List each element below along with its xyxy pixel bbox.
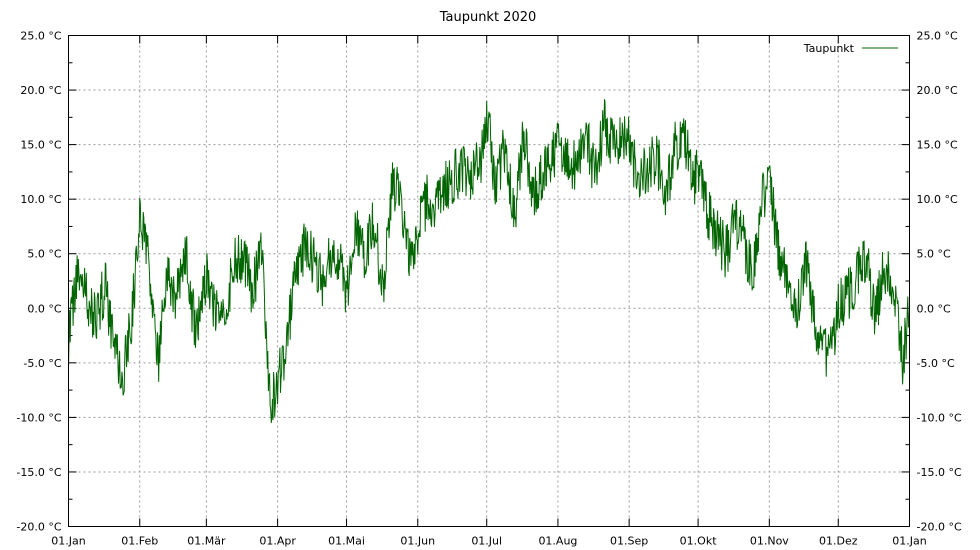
x-tick-label: 01.Mär <box>187 535 226 548</box>
y-tick-label-left: 25.0 °C <box>20 30 61 43</box>
series-line-taupunkt <box>68 99 910 423</box>
y-tick-label-right: -20.0 °C <box>917 521 962 534</box>
x-tick-label: 01.Feb <box>121 535 158 548</box>
x-tick-label: 01.Jul <box>471 535 502 548</box>
y-tick-label-left: -5.0 °C <box>23 357 61 370</box>
x-tick-label: 01.Okt <box>680 535 718 548</box>
y-axis-left: -20.0 °C -15.0 °C -10.0 °C -5.0 °C 0.0 °C 5.0… <box>16 30 77 534</box>
y-tick-label-right: -5.0 °C <box>917 357 955 370</box>
legend-label-taupunkt: Taupunkt <box>803 42 855 55</box>
x-tick-label: 01.Sep <box>610 535 648 548</box>
y-tick-label-right: 0.0 °C <box>917 302 951 315</box>
y-tick-label-left: -10.0 °C <box>16 411 61 424</box>
plot-border <box>68 35 910 527</box>
chart-title: Taupunkt 2020 <box>439 10 537 25</box>
x-tick-label: 01.Nov <box>750 535 789 548</box>
y-tick-label-left: 20.0 °C <box>20 84 61 97</box>
x-tick-label: 01.Aug <box>538 535 577 548</box>
y-tick-label-right: -15.0 °C <box>917 466 962 479</box>
x-tick-label: 01.Dez <box>819 535 858 548</box>
y-tick-label-right: 25.0 °C <box>917 30 958 43</box>
y-tick-label-left: 15.0 °C <box>20 139 61 152</box>
y-tick-label-left: -20.0 °C <box>16 521 61 534</box>
grid <box>68 35 910 527</box>
y-tick-label-left: 10.0 °C <box>20 193 61 206</box>
y-tick-label-right: 5.0 °C <box>917 248 951 261</box>
y-tick-label-right: 15.0 °C <box>917 139 958 152</box>
y-tick-label-right: 10.0 °C <box>917 193 958 206</box>
x-tick-label: 01.Mai <box>328 535 365 548</box>
y-tick-label-left: -15.0 °C <box>16 466 61 479</box>
x-tick-label: 01.Jan <box>51 535 85 548</box>
x-tick-label: 01.Jun <box>400 535 435 548</box>
y-tick-label-left: 5.0 °C <box>27 248 61 261</box>
x-axis: 01.Jan 01.Feb 01.Mär 01.Apr 01.Mai 01.Jun 01.J… <box>51 35 927 548</box>
x-tick-label: 01.Jan <box>892 535 926 548</box>
legend: Taupunkt <box>803 42 898 55</box>
y-tick-label-left: 0.0 °C <box>27 302 61 315</box>
y-axis-right: -20.0 °C -15.0 °C -10.0 °C -5.0 °C 0.0 °C 5.0… <box>901 30 962 534</box>
x-tick-label: 01.Apr <box>259 535 296 548</box>
y-tick-label-right: 20.0 °C <box>917 84 958 97</box>
y-tick-label-right: -10.0 °C <box>917 411 962 424</box>
